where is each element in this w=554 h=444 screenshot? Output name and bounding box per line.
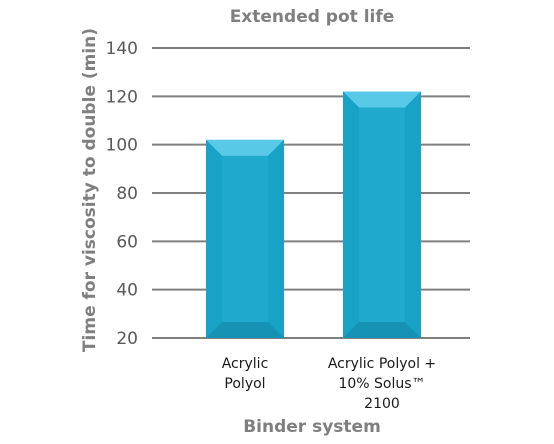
chart-title: Extended pot life <box>230 7 395 27</box>
x-category-label-line: Acrylic Polyol + <box>328 356 436 372</box>
gridlines <box>152 47 470 339</box>
x-category-label-line: Acrylic <box>222 356 269 372</box>
y-tick-label: 140 <box>106 39 138 59</box>
bar-bevel-top <box>206 139 284 156</box>
y-tick-label: 40 <box>116 281 138 301</box>
y-tick-labels: 20 40 60 80 100 120 140 <box>106 39 138 349</box>
bar-bevel-left <box>343 91 359 338</box>
y-tick-label: 100 <box>106 136 138 156</box>
bar <box>343 91 421 338</box>
bar-bevel-right <box>268 139 284 338</box>
y-axis-label: Time for viscosity to double (min) <box>80 28 100 352</box>
y-tick-label: 20 <box>116 329 138 349</box>
x-category-label-line: 2100 <box>364 396 400 412</box>
bars <box>206 91 421 338</box>
x-category-label-line: Polyol <box>224 376 265 392</box>
y-tick-label: 60 <box>116 232 138 252</box>
x-category-label: Acrylic Polyol <box>222 356 269 392</box>
bar-bevel-bottom <box>343 322 421 338</box>
bar-bevel-bottom <box>206 322 284 338</box>
y-tick-label: 80 <box>116 184 138 204</box>
x-axis-label: Binder system <box>243 417 381 437</box>
x-category-label-line: 10% Solus™ <box>338 376 425 392</box>
bar-bevel-right <box>405 91 421 338</box>
bar-bevel-left <box>206 139 222 338</box>
x-category-labels: Acrylic Polyol Acrylic Polyol + 10% Solus™ 2… <box>222 356 436 412</box>
bar <box>206 139 284 338</box>
y-tick-label: 120 <box>106 87 138 107</box>
bar-bevel-top <box>343 91 421 108</box>
x-category-label: Acrylic Polyol + 10% Solus™ 2100 <box>328 356 436 412</box>
